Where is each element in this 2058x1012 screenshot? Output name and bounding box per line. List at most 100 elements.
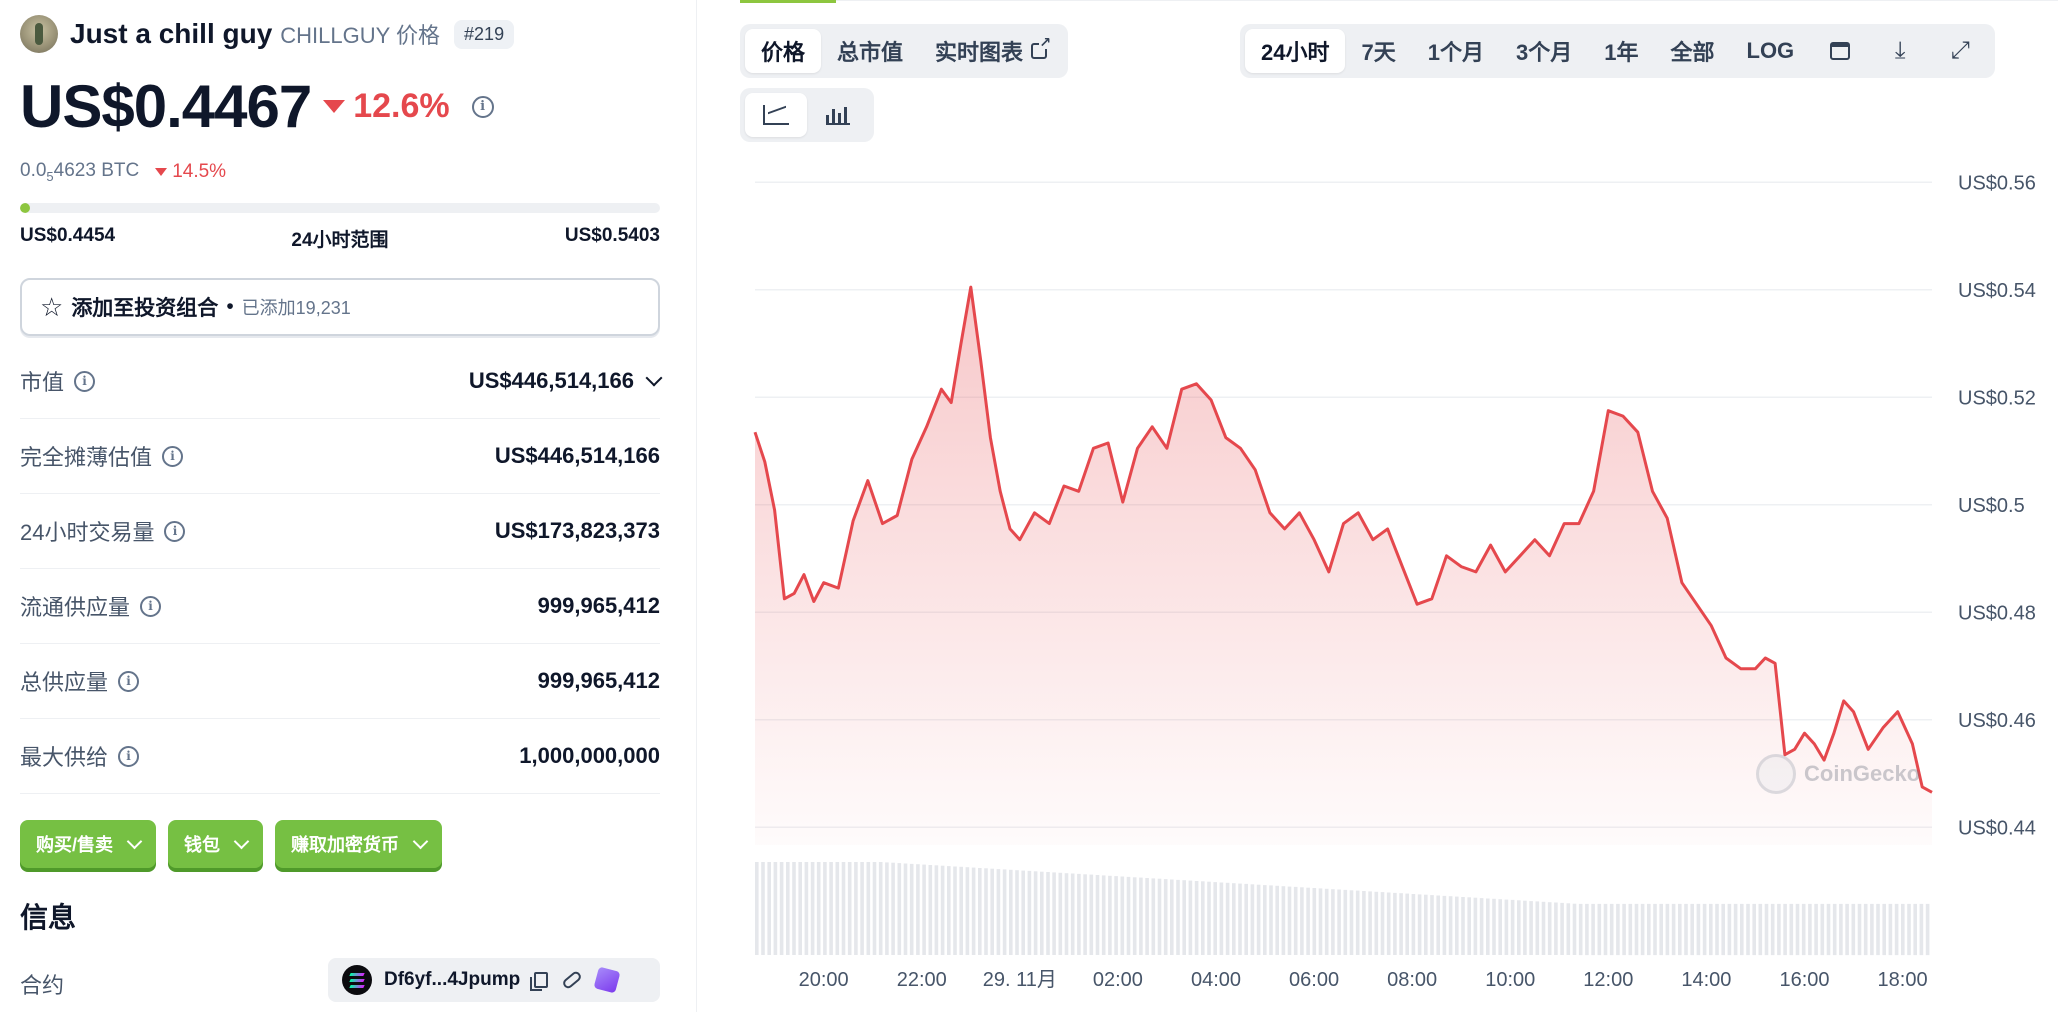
tab-7d[interactable]: 7天 <box>1361 40 1396 65</box>
volume-bar <box>1498 899 1502 955</box>
volume-bar <box>1021 870 1025 955</box>
volume-bar <box>1733 903 1738 956</box>
volume-bar <box>1219 882 1224 955</box>
info-icon[interactable]: i <box>164 520 186 542</box>
tab-market-cap[interactable]: 总市值 <box>837 40 904 65</box>
coingecko-watermark: CoinGecko <box>1756 754 1920 794</box>
volume-bar <box>1777 903 1781 956</box>
coingecko-logo-icon <box>1756 754 1796 794</box>
volume-bar <box>1095 875 1100 955</box>
buy-sell-button[interactable]: 购买/售卖 <box>20 820 157 868</box>
volume-bar <box>1399 893 1403 955</box>
volume-bar <box>1225 882 1230 955</box>
volume-bar <box>1597 903 1602 956</box>
volume-bar <box>1851 903 1856 956</box>
volume-bar <box>1436 895 1440 955</box>
stat-value: US$446,514,166 <box>494 443 660 468</box>
download-button[interactable]: ⤓ <box>1870 29 1930 73</box>
chart-mode-tabs: 价格 总市值 实时图表 <box>740 24 1069 78</box>
contract-address-box[interactable]: Df6yf...4Jpump <box>328 958 660 1002</box>
volume-bar <box>885 862 889 955</box>
volume-bar <box>1647 903 1651 956</box>
fullscreen-button[interactable]: ⤢ <box>1930 29 1990 73</box>
contract-label: 合约 <box>20 973 65 998</box>
tab-3m[interactable]: 3个月 <box>1515 40 1573 65</box>
tab-1y[interactable]: 1年 <box>1604 40 1639 65</box>
volume-bar <box>1746 903 1750 956</box>
earn-crypto-button[interactable]: 赚取加密货币 <box>275 820 443 868</box>
volume-bar <box>1783 903 1787 956</box>
wallet-button[interactable]: 钱包 <box>168 820 264 868</box>
volume-bar <box>767 862 771 955</box>
volume-bar <box>1678 903 1682 956</box>
info-icon[interactable]: i <box>140 595 162 617</box>
volume-bar <box>1256 884 1261 955</box>
btc-price-row: 0.054623 BTC 14.5% <box>20 160 226 184</box>
tab-price[interactable]: 价格 <box>745 29 822 73</box>
volume-bar <box>1293 886 1298 955</box>
volume-bar <box>1040 871 1044 955</box>
volume-bar <box>1634 903 1639 956</box>
volume-bar <box>922 864 926 955</box>
star-icon: ☆ <box>40 292 64 322</box>
tab-live-chart[interactable]: 实时图表 <box>919 29 1063 73</box>
volume-bar <box>1504 899 1509 955</box>
volume-bar <box>1894 903 1899 956</box>
volume-bar <box>1188 880 1193 955</box>
chart-type-tabs <box>740 88 874 142</box>
volume-bar <box>1740 903 1744 956</box>
portfolio-label: 添加至投资组合 <box>71 297 219 320</box>
volume-bar <box>1628 903 1633 956</box>
volume-bar <box>1888 903 1893 956</box>
y-tick-label: US$0.52 <box>1958 387 2036 409</box>
stat-value[interactable]: US$446,514,166 <box>469 368 663 394</box>
x-tick-label: 22:00 <box>897 969 947 991</box>
x-tick-label: 16:00 <box>1779 969 1829 991</box>
volume-bar <box>897 863 902 955</box>
volume-bar <box>1535 901 1540 955</box>
btc-price: 0.054623 BTC <box>20 160 140 184</box>
volume-bar <box>1386 892 1391 955</box>
add-to-portfolio-button[interactable]: ☆ 添加至投资组合 • 已添加19,231 <box>20 278 660 336</box>
volume-bar <box>1145 878 1149 955</box>
volume-bar <box>1263 885 1267 955</box>
volume-bar <box>928 865 933 955</box>
copy-icon[interactable] <box>530 972 549 991</box>
volume-bar <box>1622 903 1626 956</box>
btc-price-change: 14.5% <box>155 161 226 183</box>
info-icon[interactable]: i <box>162 445 184 467</box>
x-tick-label: 20:00 <box>799 969 849 991</box>
tab-log[interactable]: LOG <box>1746 38 1795 63</box>
tab-all[interactable]: 全部 <box>1670 40 1715 65</box>
volume-bar <box>823 862 827 955</box>
volume-bar <box>866 862 871 955</box>
info-icon[interactable]: i <box>118 745 140 767</box>
volume-bar <box>1380 892 1385 955</box>
volume-bar <box>1857 903 1862 956</box>
info-icon[interactable]: i <box>74 370 96 392</box>
info-icon[interactable]: i <box>118 670 140 692</box>
tab-1m[interactable]: 1个月 <box>1427 40 1484 65</box>
line-chart-button[interactable] <box>745 93 807 137</box>
stat-row-circulating-supply: 流通供应量 i 999,965,412 <box>20 569 660 644</box>
coin-symbol: CHILLGUY 价格 <box>280 23 441 48</box>
calendar-button[interactable] <box>1810 29 1870 73</box>
volume-bar <box>953 866 957 955</box>
price-area <box>755 287 1932 846</box>
tab-24h[interactable]: 24小时 <box>1245 29 1346 73</box>
range-high: US$0.5403 <box>564 225 660 246</box>
volume-bar <box>1405 893 1409 955</box>
volume-bar <box>984 868 988 955</box>
volume-bar <box>1566 903 1571 955</box>
volume-bar <box>1578 903 1583 956</box>
stat-label: 总供应量 <box>20 670 109 695</box>
volume-bar <box>1764 903 1769 956</box>
range-labels: US$0.4454 24小时范围 US$0.5403 <box>20 225 660 252</box>
candlestick-chart-button[interactable] <box>807 93 869 137</box>
info-icon[interactable]: i <box>471 95 494 118</box>
volume-bar <box>1139 877 1143 955</box>
y-axis-labels: US$0.56 US$0.54 US$0.52 US$0.5 US$0.48 US$0.4… <box>1958 172 2036 839</box>
volume-bar <box>1541 901 1546 955</box>
x-tick-label: 18:00 <box>1878 969 1928 991</box>
